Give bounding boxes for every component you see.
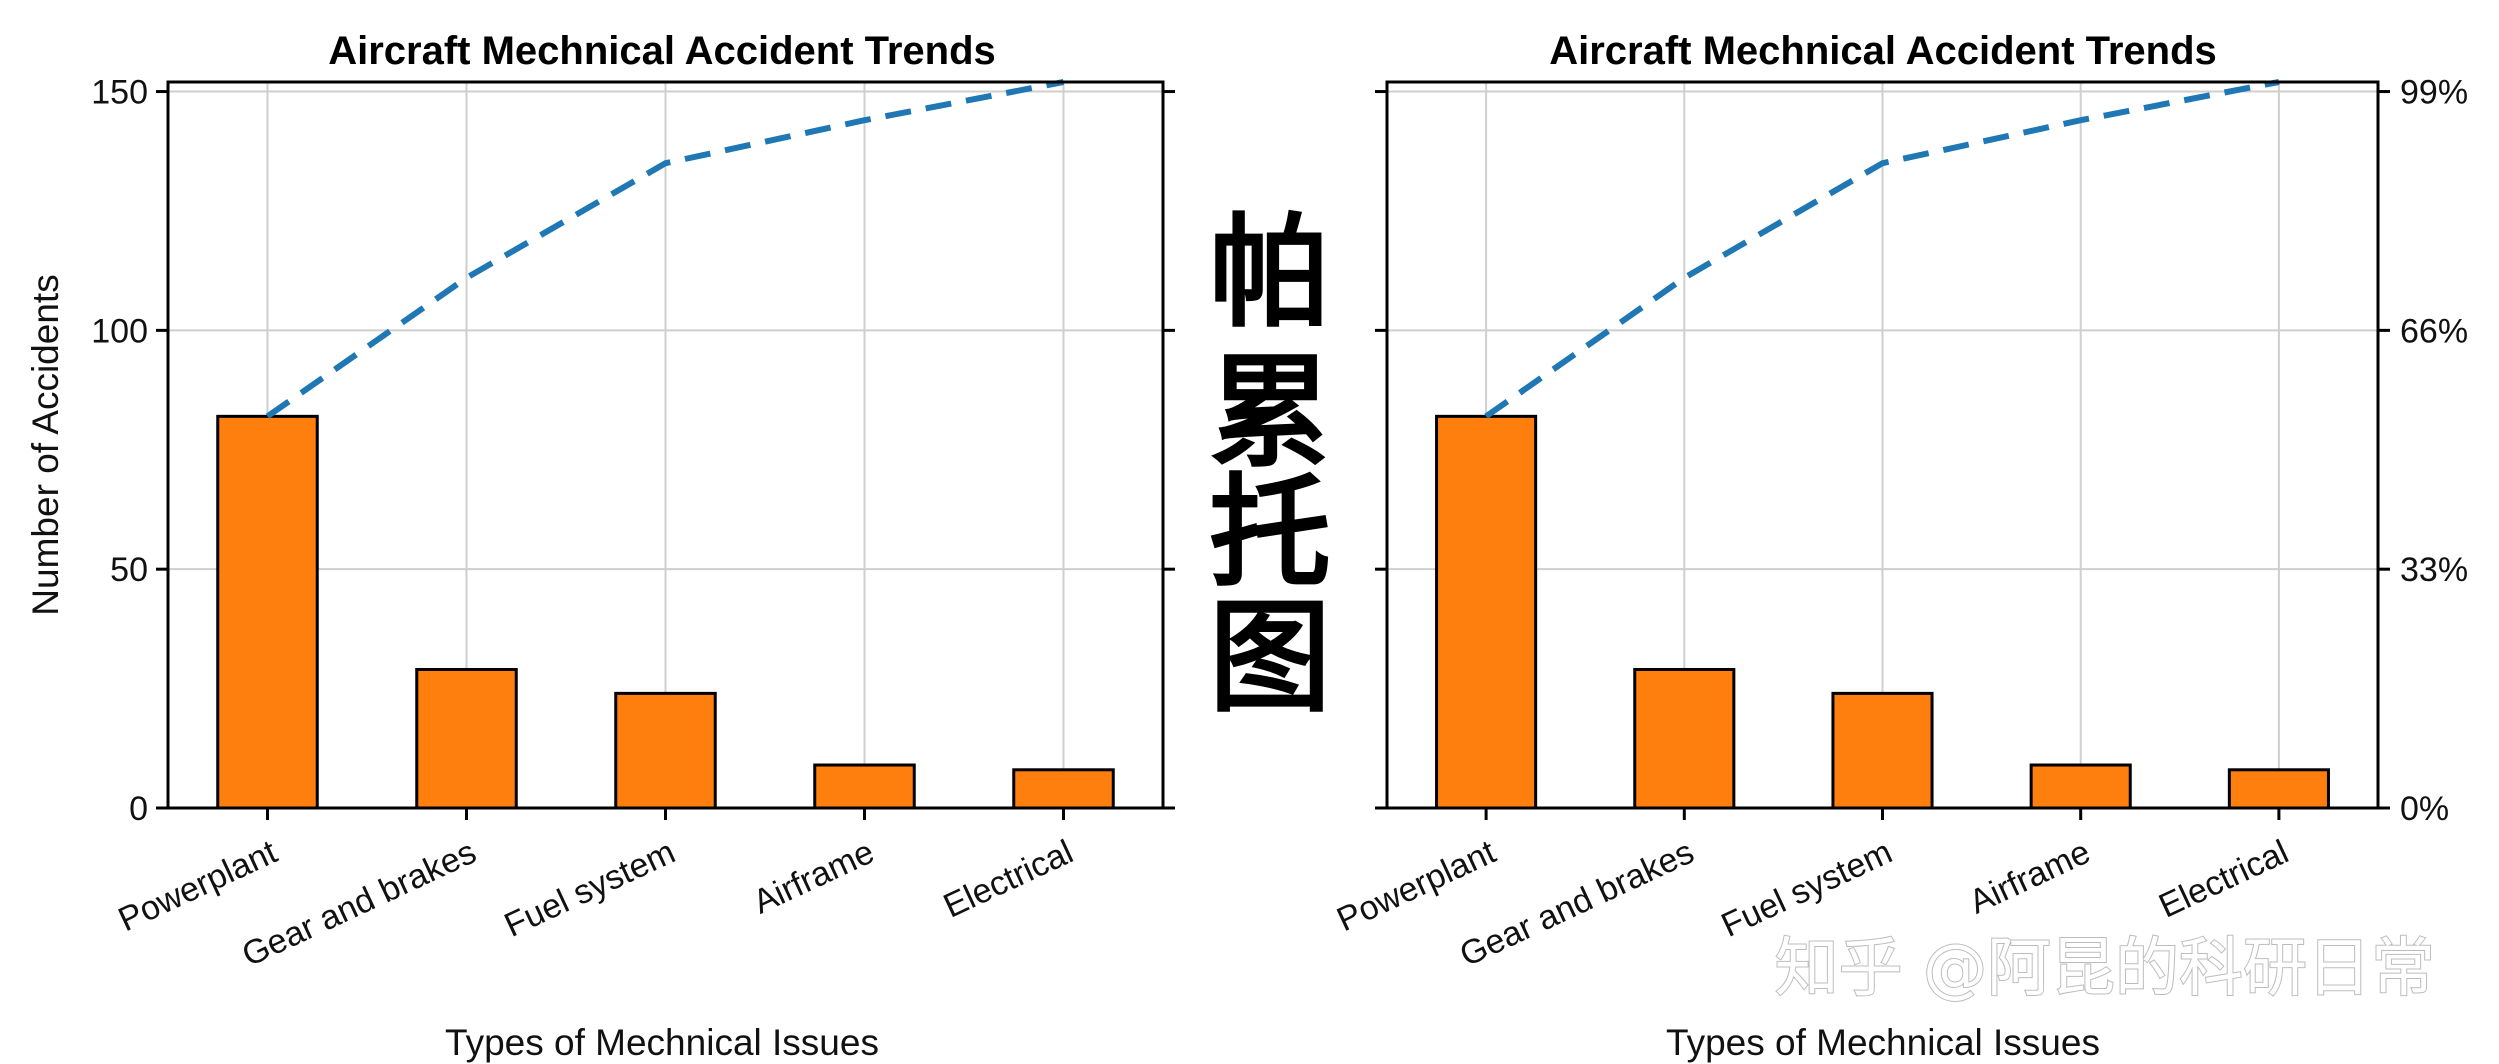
right-chart-title: Aircraft Mechnical Accident Trends [1549, 29, 2217, 73]
calligraphy-char-3: 托 [1209, 460, 1331, 604]
right-secondary-ytick-label: 99% [2400, 74, 2468, 112]
left-x-axis-label: Types of Mechnical Issues [445, 1022, 879, 1063]
left-y-axis-label: Number of Accidents [25, 274, 66, 615]
left-ytick-label: 50 [110, 551, 148, 589]
left-bar-electrical [1012, 768, 1115, 810]
left-ytick-label: 100 [91, 312, 148, 350]
right-bar-electrical [2227, 768, 2330, 810]
right-bar-gear-and-brakes [1633, 667, 1736, 810]
left-xtick-label: Powerplant [113, 833, 284, 940]
right-cumulative-line [1484, 79, 2280, 419]
left-bar-airframe [813, 763, 916, 810]
left-xtick-label: Fuel system [499, 833, 681, 945]
right-bar-fuel-system [1831, 691, 1934, 810]
left-ytick-label: 150 [91, 74, 148, 112]
right-secondary-ytick-label: 66% [2400, 312, 2468, 350]
calligraphy-char-4: 图 [1209, 585, 1331, 729]
calligraphy-char-2: 累 [1209, 340, 1331, 484]
right-pareto-chart: Aircraft Mechnical Accident Trends Types… [1331, 29, 2468, 1063]
left-pareto-chart: Aircraft Mechnical Accident Trends Numbe… [25, 29, 1175, 1063]
right-secondary-ytick-label: 0% [2400, 790, 2449, 828]
right-xtick-label: Airframe [1964, 833, 2096, 922]
right-secondary-ytick-label: 33% [2400, 551, 2468, 589]
left-bar-powerplant [216, 414, 319, 810]
left-chart-title: Aircraft Mechnical Accident Trends [328, 29, 996, 73]
right-x-axis-label: Types of Mechnical Issues [1666, 1022, 2100, 1063]
left-bar-fuel-system [614, 691, 717, 810]
left-gridlines [168, 82, 1163, 808]
right-xtick-label: Electrical [2153, 833, 2294, 926]
calligraphy-char-1: 帕 [1209, 200, 1331, 344]
right-bar-powerplant [1435, 414, 1538, 810]
left-bar-gear-and-brakes [415, 667, 518, 810]
right-xtick-label: Powerplant [1331, 833, 1502, 940]
watermark: 知乎 @阿昆的科研日常 [1775, 932, 2435, 1006]
right-xtick-label: Fuel system [1716, 833, 1898, 945]
left-xtick-label: Electrical [938, 833, 1079, 926]
left-ytick-label: 0 [129, 790, 148, 828]
left-cumulative-line [265, 79, 1065, 419]
right-bar-airframe [2029, 763, 2132, 810]
calligraphy-overlay: 帕 累 托 图 [1209, 200, 1331, 729]
left-xtick-label: Airframe [747, 833, 879, 922]
